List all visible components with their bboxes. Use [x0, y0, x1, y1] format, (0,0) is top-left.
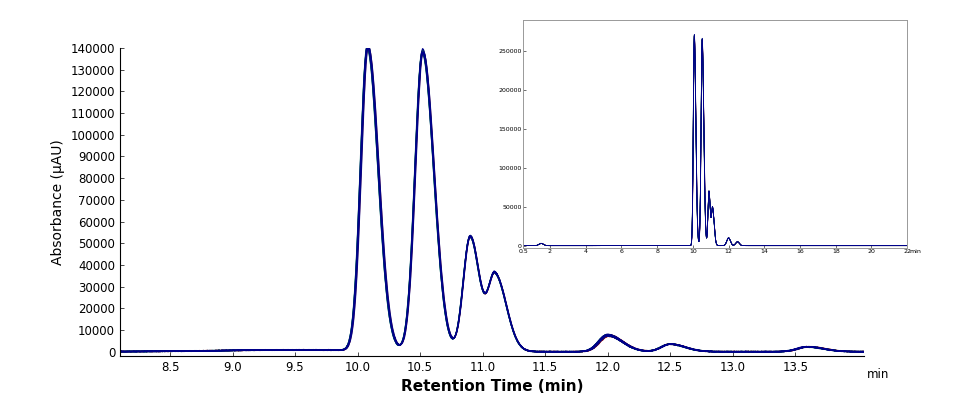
X-axis label: Retention Time (min): Retention Time (min) — [400, 380, 584, 394]
Text: min: min — [909, 249, 921, 254]
Text: min: min — [867, 368, 889, 381]
Y-axis label: Absorbance (μAU): Absorbance (μAU) — [51, 139, 65, 265]
